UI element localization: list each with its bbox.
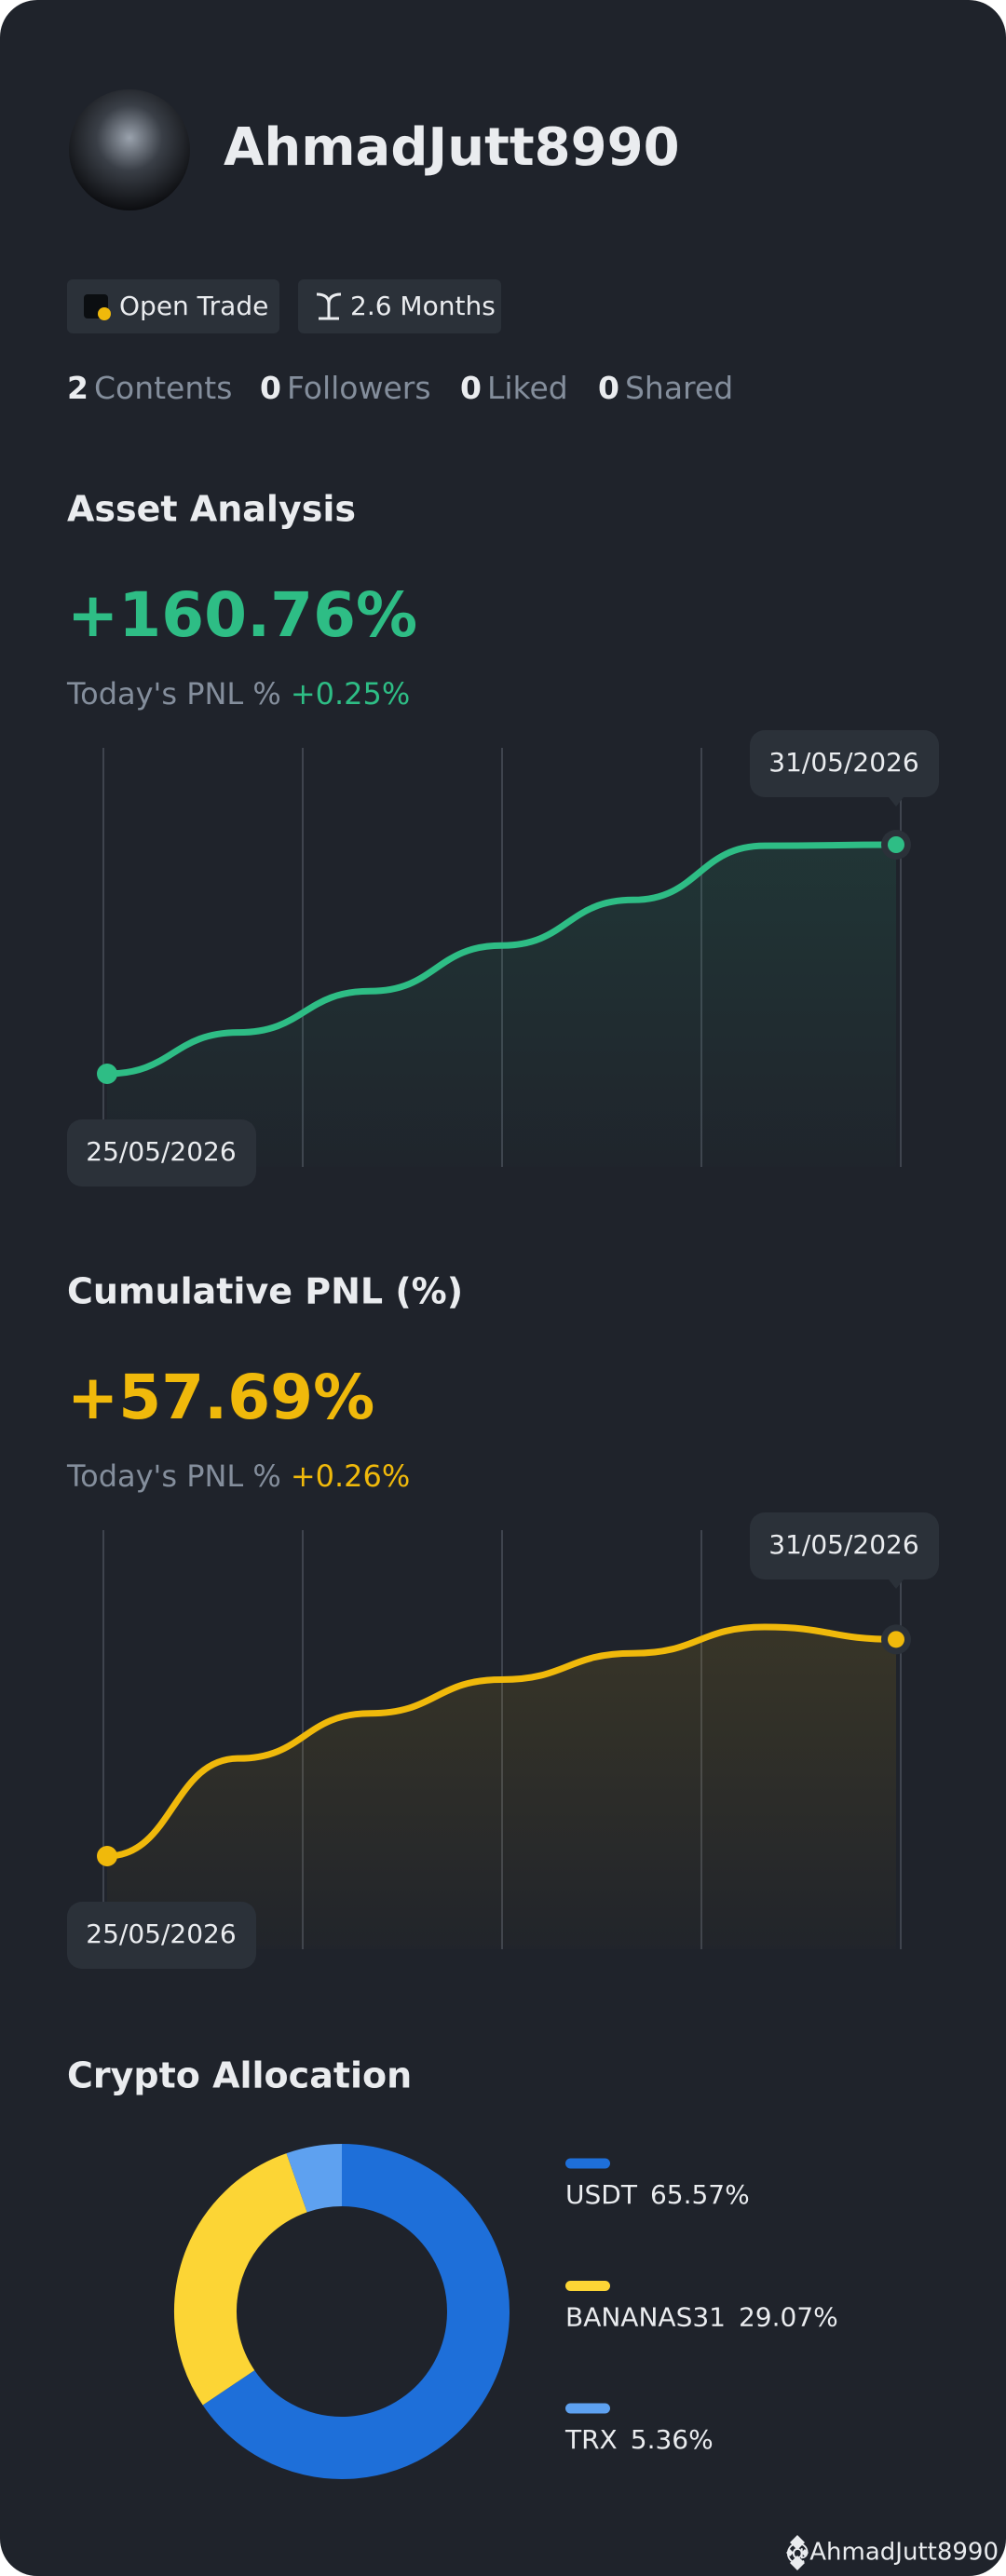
date-label: 31/05/2026: [768, 747, 918, 778]
section-title: Crypto Allocation: [67, 2055, 412, 2096]
line: [103, 1623, 900, 1860]
stat: 0 Liked: [460, 370, 568, 406]
date-label: 25/05/2026: [86, 1918, 236, 1949]
today-pnl: Today's PNL % +0.25%: [66, 676, 410, 712]
legend-value: 29.07%: [739, 2302, 838, 2333]
stat-value: 2: [67, 370, 88, 406]
badge: [298, 279, 501, 333]
badge-text: 2.6 Months: [350, 291, 496, 321]
stat-value: 0: [598, 370, 619, 406]
legend-value: 5.36%: [631, 2424, 714, 2455]
line: [103, 841, 900, 1078]
today-label: Today's PNL %: [66, 676, 281, 712]
stat: 2 Contents: [67, 370, 232, 406]
badge-icon: [98, 307, 111, 320]
legend-entry: USDT 65.57%: [565, 2179, 750, 2210]
watermark-logo: [786, 2535, 809, 2570]
stats-row: 2 Contents 0 Followers 0 Liked 0 Shared: [67, 370, 733, 406]
stat: 0 Shared: [598, 370, 733, 406]
legend-name: BANANAS31: [565, 2302, 726, 2333]
section-title: Cumulative PNL (%): [67, 1271, 463, 1312]
section-title: Asset Analysis: [67, 489, 356, 530]
legend-entry: BANANAS31 29.07%: [565, 2302, 838, 2333]
stat-value: 0: [460, 370, 482, 406]
date-box: [67, 1119, 256, 1186]
today-pnl: Today's PNL % +0.26%: [66, 1458, 410, 1494]
legend-name: USDT: [565, 2179, 638, 2210]
donut-segment: [286, 2144, 344, 2213]
donut-segment: [174, 2153, 308, 2406]
end-point: [888, 1631, 904, 1648]
date-box: [750, 730, 939, 797]
start-point: [97, 1846, 117, 1866]
donut-segment: [202, 2144, 510, 2479]
date-box: [750, 1512, 939, 1579]
badge-text: Open Trade: [119, 291, 268, 321]
badge: [67, 279, 279, 333]
today-label: Today's PNL %: [66, 1458, 281, 1494]
stat-label: Shared: [625, 370, 733, 406]
date-label: 31/05/2026: [768, 1529, 918, 1560]
area-fill: [107, 845, 896, 1167]
date-pointer: [889, 797, 904, 807]
today-value: +0.25%: [291, 676, 410, 712]
legend-swatch: [565, 2281, 610, 2291]
today-value: +0.26%: [291, 1458, 410, 1494]
username: AhmadJutt8990: [224, 117, 680, 178]
legend-value: 65.57%: [650, 2179, 750, 2210]
badge-icon: [316, 292, 342, 320]
stat-label: Liked: [487, 370, 568, 406]
stat-value: 0: [260, 370, 281, 406]
stat: 0 Followers: [260, 370, 431, 406]
area-fill: [107, 1627, 896, 1949]
stat-label: Followers: [287, 370, 431, 406]
legend-swatch: [565, 2403, 610, 2414]
start-point: [97, 1064, 117, 1084]
charts: Asset Analysis +160.76% Today's PNL % +0.25…: [66, 489, 939, 2479]
avatar[interactable]: [69, 89, 190, 210]
stat-label: Contents: [94, 370, 232, 406]
date-box: [67, 1902, 256, 1969]
legend-swatch: [565, 2158, 610, 2169]
legend-name: TRX: [564, 2424, 618, 2455]
date-pointer: [889, 1579, 904, 1589]
legend-entry: TRX 5.36%: [564, 2424, 714, 2455]
date-label: 25/05/2026: [86, 1136, 236, 1167]
headline: +57.69%: [67, 1362, 374, 1433]
headline: +160.76%: [67, 579, 417, 651]
watermark: @AhmadJutt8990: [785, 2539, 999, 2567]
end-point: [888, 836, 904, 853]
